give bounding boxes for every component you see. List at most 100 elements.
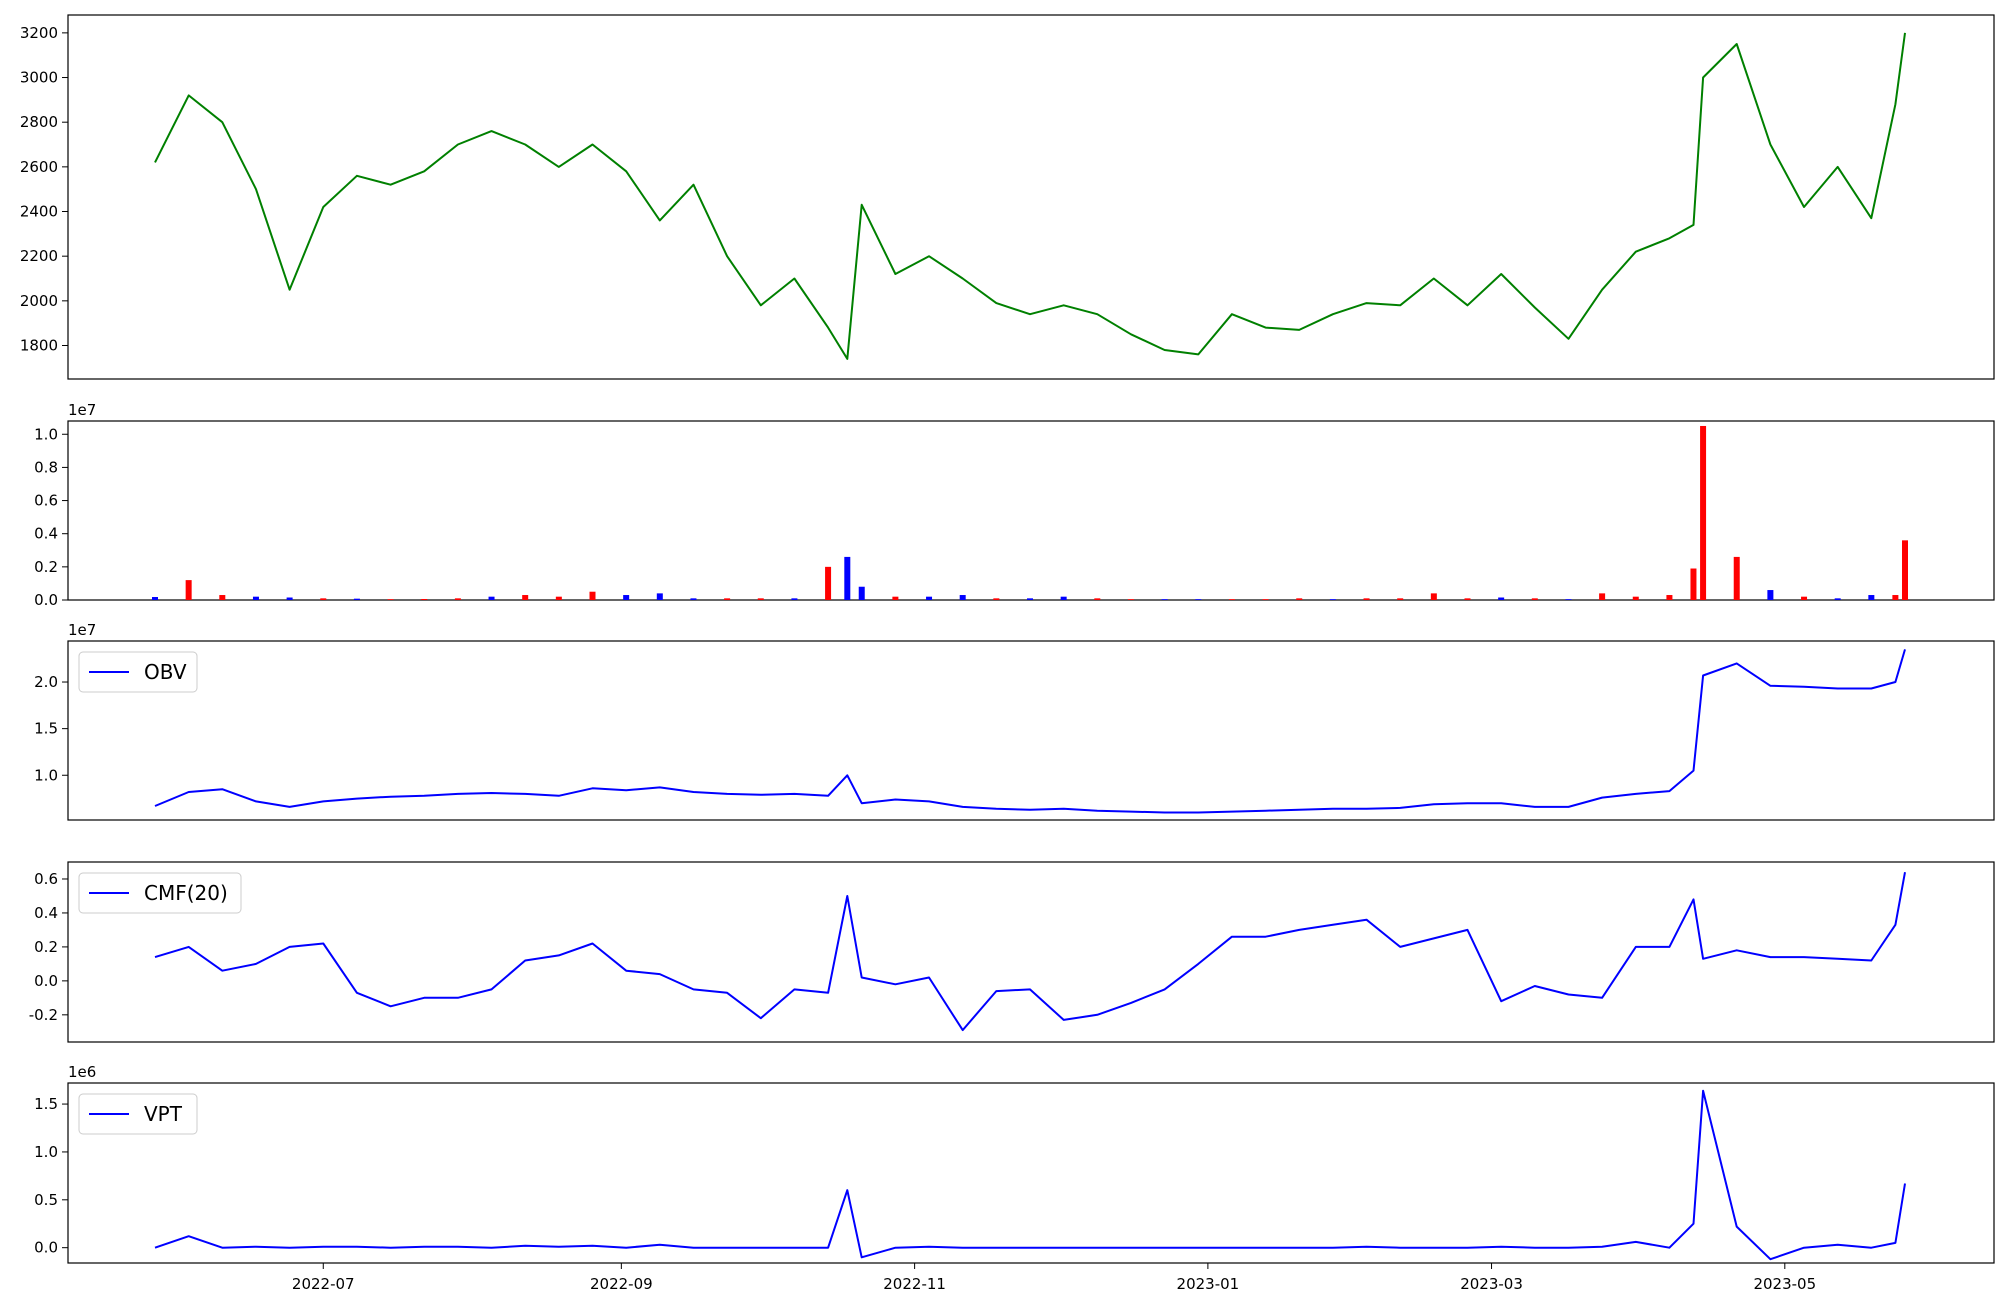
volume-bar (1127, 599, 1134, 600)
volume-bar (1363, 598, 1370, 600)
volume-ytick-label: 0.2 (34, 558, 58, 576)
vpt-line (154, 1089, 1906, 1261)
volume-bar (1060, 596, 1067, 600)
panel-volume: 0.0 0.2 0.4 0.6 0.8 1.0 1e7 (34, 401, 1995, 609)
volume-bar (1228, 599, 1235, 600)
volume-bar (1902, 540, 1908, 600)
price-line (154, 32, 1906, 360)
volume-bar (959, 595, 966, 600)
vpt-ytick-label: 0.5 (34, 1191, 58, 1209)
volume-bar (1262, 599, 1269, 600)
obv-legend-label: OBV (144, 660, 187, 684)
xtick-label: 2023-01 (1177, 1275, 1240, 1293)
volume-bar (825, 566, 832, 600)
price-frame (67, 14, 1995, 380)
xtick-label: 2022-07 (292, 1275, 355, 1293)
obv-ytick-label: 1.5 (34, 720, 58, 738)
price-ytick-label: 2000 (20, 292, 58, 310)
volume-bar (286, 597, 293, 600)
volume-ytick-label: 0.4 (34, 525, 58, 543)
xtick-label: 2023-05 (1753, 1275, 1816, 1293)
obv-ytick-label: 1.0 (34, 766, 58, 784)
volume-bar (1767, 590, 1774, 600)
xtick-label: 2023-03 (1460, 1275, 1523, 1293)
volume-bar (1599, 593, 1606, 600)
price-ytick-label: 3200 (20, 24, 58, 42)
volume-bar (690, 598, 697, 600)
cmf-ytick-label: 0.0 (34, 972, 58, 990)
volume-bar (858, 586, 865, 600)
volume-bar (1666, 595, 1673, 600)
volume-bar (1632, 596, 1639, 600)
volume-bar (555, 596, 562, 600)
volume-bar (1700, 425, 1707, 600)
volume-bar (353, 598, 360, 600)
volume-ytick-label: 0.6 (34, 492, 58, 510)
volume-bar (421, 599, 428, 600)
volume-bar (1464, 598, 1471, 600)
vpt-ytick-label: 0.0 (34, 1239, 58, 1257)
panel-obv: 1.0 1.5 2.0 1e7 OBV (34, 621, 1995, 821)
price-ytick-label: 2600 (20, 158, 58, 176)
volume-scale-label: 1e7 (68, 401, 96, 419)
volume-bar (1690, 568, 1697, 600)
volume-ytick-label: 0.8 (34, 458, 58, 476)
volume-bar (892, 596, 899, 600)
volume-bar (1296, 598, 1303, 600)
volume-bar (387, 599, 394, 600)
panels: 180020002200240026002800300032000.00.20.… (20, 14, 1995, 1293)
volume-bar (1733, 556, 1740, 600)
volume-bar (1531, 598, 1538, 600)
vpt-legend-label: VPT (144, 1102, 183, 1126)
vpt-ytick-label: 1.5 (34, 1095, 58, 1113)
price-ytick-label: 2200 (20, 247, 58, 265)
volume-bar (219, 595, 226, 600)
obv-scale-label: 1e7 (68, 621, 96, 639)
volume-bar (522, 595, 529, 600)
vpt-frame (67, 1082, 1995, 1264)
obv-line (154, 649, 1906, 814)
cmf-ytick-label: -0.2 (29, 1006, 58, 1024)
volume-bar (791, 598, 798, 600)
volume-bar (1430, 593, 1437, 600)
volume-bar (623, 595, 630, 600)
obv-frame (67, 640, 1995, 821)
volume-bar (454, 598, 461, 600)
vpt-scale-label: 1e6 (68, 1063, 96, 1081)
volume-bar (1195, 599, 1202, 600)
volume-bar (757, 598, 764, 600)
volume-bar (1329, 599, 1336, 600)
volume-bar (844, 556, 851, 600)
volume-bar (252, 596, 259, 600)
cmf-ytick-label: 0.4 (34, 904, 58, 922)
volume-bar (488, 596, 495, 600)
volume-bar (320, 598, 327, 600)
cmf-legend-label: CMF(20) (144, 881, 228, 905)
volume-bar (1834, 598, 1841, 600)
volume-bar (724, 598, 731, 600)
obv-ytick-label: 2.0 (34, 673, 58, 691)
cmf-line (154, 872, 1906, 1032)
panel-cmf: -0.2 0.0 0.2 0.4 0.6 CMF(20) (29, 861, 1995, 1043)
cmf-ytick-label: 0.6 (34, 870, 58, 888)
volume-bar (926, 596, 933, 600)
price-ytick-label: 3000 (20, 69, 58, 87)
vpt-ytick-label: 1.0 (34, 1143, 58, 1161)
volume-bar (1892, 595, 1899, 600)
volume-bar (589, 591, 596, 600)
volume-bar (1868, 595, 1875, 600)
xtick-label: 2022-11 (883, 1275, 946, 1293)
price-ytick-label: 2400 (20, 203, 58, 221)
volume-ytick-label: 1.0 (34, 425, 58, 443)
volume-bar (993, 598, 1000, 600)
vpt-legend-box (78, 1093, 198, 1135)
cmf-legend: CMF(20) (78, 872, 242, 914)
obv-legend: OBV (78, 651, 198, 693)
volume-bar (1498, 597, 1505, 600)
volume-bar (1801, 596, 1808, 600)
obv-legend-box (78, 651, 198, 693)
volume-bar (1397, 598, 1404, 600)
volume-bar (1565, 599, 1572, 600)
panel-vpt: 0.0 0.5 1.0 1.5 1e6 VPT 2022-07 2022-09 2022-11 2… (34, 1063, 1995, 1293)
